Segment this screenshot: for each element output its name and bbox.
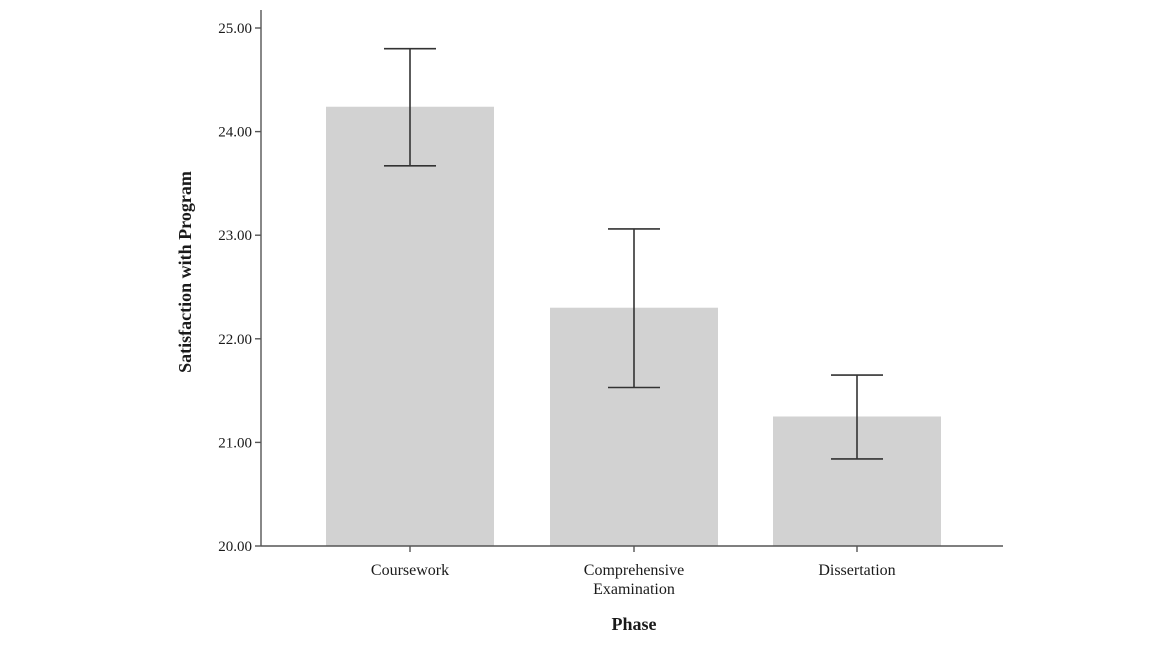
x-category-label: Coursework <box>371 562 449 579</box>
x-axis-title: Phase <box>612 614 657 634</box>
y-axis-title: Satisfaction with Program <box>175 171 195 373</box>
y-tick-label: 23.00 <box>218 228 252 244</box>
x-category-label: Comprehensive <box>584 562 684 579</box>
y-tick-label: 21.00 <box>218 435 252 451</box>
labels-layer: 20.00 21.00 22.00 23.00 24.00 25.00 Coursework… <box>175 21 896 634</box>
x-category-label: Dissertation <box>818 562 895 579</box>
error-bars-layer <box>384 47 883 460</box>
axes-layer <box>255 10 1003 552</box>
y-tick-label: 22.00 <box>218 332 252 348</box>
y-tick-label: 25.00 <box>218 21 252 37</box>
y-tick-label: 20.00 <box>218 539 252 555</box>
bar-0 <box>326 106 494 547</box>
x-category-label: Examination <box>593 581 675 598</box>
y-tick-label: 24.00 <box>218 125 252 141</box>
